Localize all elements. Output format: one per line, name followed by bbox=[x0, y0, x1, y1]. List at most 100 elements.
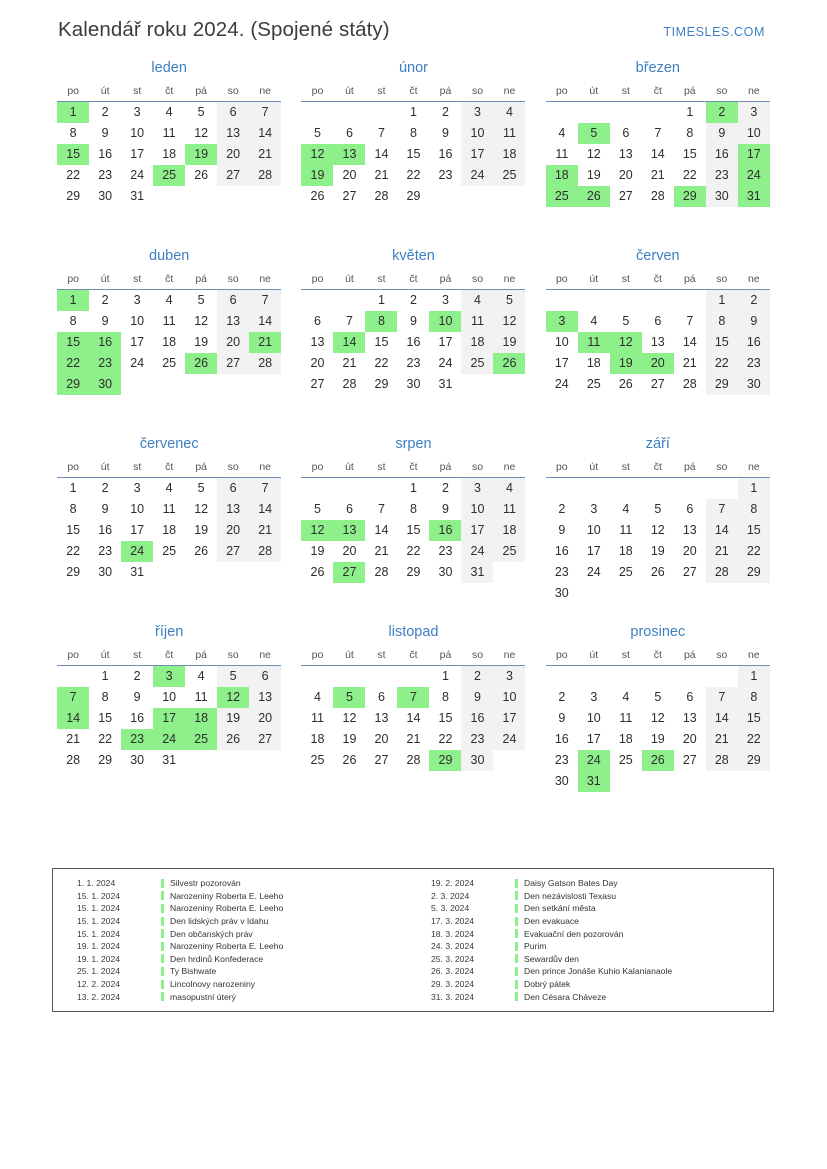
day-cell[interactable]: 26 bbox=[310, 564, 325, 579]
day-cell-holiday[interactable]: 31 bbox=[577, 770, 610, 792]
day-cell[interactable]: 16 bbox=[461, 707, 494, 729]
day-cell[interactable]: 26 bbox=[650, 564, 665, 579]
day-cell[interactable]: 12 bbox=[342, 710, 357, 725]
day-cell[interactable]: 17 bbox=[130, 334, 145, 349]
day-cell-holiday[interactable]: 7 bbox=[57, 686, 90, 708]
day-cell[interactable]: 17 bbox=[130, 146, 145, 161]
day-cell[interactable]: 3 bbox=[493, 665, 526, 687]
day-cell[interactable]: 5 bbox=[197, 480, 205, 495]
day-cell[interactable]: 8 bbox=[442, 689, 449, 704]
day-cell[interactable]: 24 bbox=[554, 376, 569, 391]
day-cell[interactable]: 26 bbox=[342, 752, 357, 767]
day-cell-holiday[interactable]: 12 bbox=[609, 331, 642, 353]
day-cell[interactable]: 30 bbox=[130, 752, 145, 767]
day-cell[interactable]: 1 bbox=[378, 292, 385, 307]
day-cell-holiday[interactable]: 1 bbox=[57, 289, 90, 311]
day-cell[interactable]: 2 bbox=[461, 665, 494, 687]
day-cell[interactable]: 15 bbox=[682, 146, 697, 161]
day-cell[interactable]: 21 bbox=[682, 355, 697, 370]
day-cell[interactable]: 27 bbox=[682, 752, 697, 767]
day-cell[interactable]: 23 bbox=[406, 355, 421, 370]
day-cell[interactable]: 17 bbox=[586, 543, 601, 558]
day-cell-holiday[interactable]: 14 bbox=[57, 707, 90, 729]
day-cell[interactable]: 18 bbox=[162, 334, 177, 349]
day-cell[interactable]: 16 bbox=[98, 146, 113, 161]
day-cell[interactable]: 7 bbox=[249, 101, 282, 123]
day-cell[interactable]: 10 bbox=[737, 122, 770, 144]
day-cell-holiday[interactable]: 23 bbox=[89, 352, 122, 374]
day-cell[interactable]: 17 bbox=[493, 707, 526, 729]
day-cell[interactable]: 22 bbox=[737, 540, 770, 562]
day-cell-holiday[interactable]: 17 bbox=[153, 707, 186, 729]
day-cell-holiday[interactable]: 26 bbox=[185, 352, 218, 374]
day-cell[interactable]: 25 bbox=[618, 564, 633, 579]
day-cell[interactable]: 26 bbox=[194, 543, 209, 558]
day-cell[interactable]: 22 bbox=[438, 731, 453, 746]
day-cell[interactable]: 31 bbox=[130, 564, 145, 579]
day-cell[interactable]: 14 bbox=[374, 146, 389, 161]
day-cell[interactable]: 10 bbox=[586, 522, 601, 537]
day-cell[interactable]: 30 bbox=[98, 564, 113, 579]
day-cell-holiday[interactable]: 24 bbox=[577, 749, 610, 771]
day-cell[interactable]: 4 bbox=[165, 292, 173, 307]
day-cell[interactable]: 28 bbox=[249, 164, 282, 186]
day-cell[interactable]: 29 bbox=[374, 376, 389, 391]
day-cell[interactable]: 12 bbox=[650, 710, 665, 725]
day-cell[interactable]: 9 bbox=[558, 710, 566, 725]
day-cell[interactable]: 21 bbox=[406, 731, 421, 746]
day-cell[interactable]: 11 bbox=[493, 122, 526, 144]
day-cell[interactable]: 1 bbox=[705, 289, 738, 311]
day-cell[interactable]: 18 bbox=[493, 519, 526, 541]
day-cell[interactable]: 29 bbox=[66, 564, 81, 579]
day-cell-holiday[interactable]: 27 bbox=[333, 561, 366, 583]
day-cell[interactable]: 13 bbox=[310, 334, 325, 349]
day-cell[interactable]: 27 bbox=[249, 728, 282, 750]
day-cell[interactable]: 11 bbox=[162, 501, 176, 516]
day-cell[interactable]: 4 bbox=[165, 480, 173, 495]
day-cell[interactable]: 26 bbox=[310, 188, 325, 203]
day-cell[interactable]: 4 bbox=[622, 501, 630, 516]
day-cell[interactable]: 28 bbox=[406, 752, 421, 767]
day-cell-holiday[interactable]: 15 bbox=[57, 143, 90, 165]
day-cell[interactable]: 16 bbox=[438, 146, 453, 161]
day-cell[interactable]: 9 bbox=[101, 313, 109, 328]
day-cell[interactable]: 21 bbox=[650, 167, 665, 182]
day-cell-holiday[interactable]: 5 bbox=[333, 686, 366, 708]
day-cell[interactable]: 4 bbox=[558, 125, 566, 140]
day-cell[interactable]: 27 bbox=[217, 352, 250, 374]
day-cell[interactable]: 4 bbox=[622, 689, 630, 704]
day-cell[interactable]: 28 bbox=[66, 752, 81, 767]
day-cell[interactable]: 19 bbox=[194, 522, 209, 537]
day-cell[interactable]: 27 bbox=[618, 188, 633, 203]
day-cell-holiday[interactable]: 25 bbox=[153, 164, 186, 186]
day-cell[interactable]: 7 bbox=[249, 477, 282, 499]
day-cell-holiday[interactable]: 13 bbox=[333, 143, 366, 165]
day-cell-holiday[interactable]: 16 bbox=[89, 331, 122, 353]
day-cell[interactable]: 18 bbox=[162, 522, 177, 537]
day-cell[interactable]: 18 bbox=[618, 543, 633, 558]
day-cell[interactable]: 18 bbox=[162, 146, 177, 161]
day-cell[interactable]: 16 bbox=[406, 334, 421, 349]
day-cell[interactable]: 5 bbox=[654, 501, 662, 516]
day-cell[interactable]: 7 bbox=[705, 498, 738, 520]
day-cell[interactable]: 9 bbox=[558, 522, 566, 537]
day-cell[interactable]: 2 bbox=[410, 292, 417, 307]
day-cell[interactable]: 3 bbox=[442, 292, 449, 307]
day-cell[interactable]: 5 bbox=[217, 665, 250, 687]
day-cell[interactable]: 28 bbox=[650, 188, 665, 203]
day-cell[interactable]: 7 bbox=[705, 686, 738, 708]
day-cell[interactable]: 25 bbox=[310, 752, 325, 767]
day-cell[interactable]: 8 bbox=[705, 310, 738, 332]
day-cell[interactable]: 13 bbox=[217, 122, 250, 144]
day-cell[interactable]: 24 bbox=[461, 540, 494, 562]
day-cell[interactable]: 30 bbox=[554, 773, 569, 788]
day-cell[interactable]: 24 bbox=[461, 164, 494, 186]
day-cell-holiday[interactable]: 19 bbox=[185, 143, 218, 165]
day-cell[interactable]: 19 bbox=[194, 334, 209, 349]
day-cell[interactable]: 15 bbox=[374, 334, 389, 349]
day-cell[interactable]: 31 bbox=[162, 752, 177, 767]
day-cell[interactable]: 29 bbox=[406, 564, 421, 579]
day-cell[interactable]: 9 bbox=[705, 122, 738, 144]
day-cell[interactable]: 2 bbox=[101, 292, 109, 307]
day-cell[interactable]: 13 bbox=[374, 710, 389, 725]
